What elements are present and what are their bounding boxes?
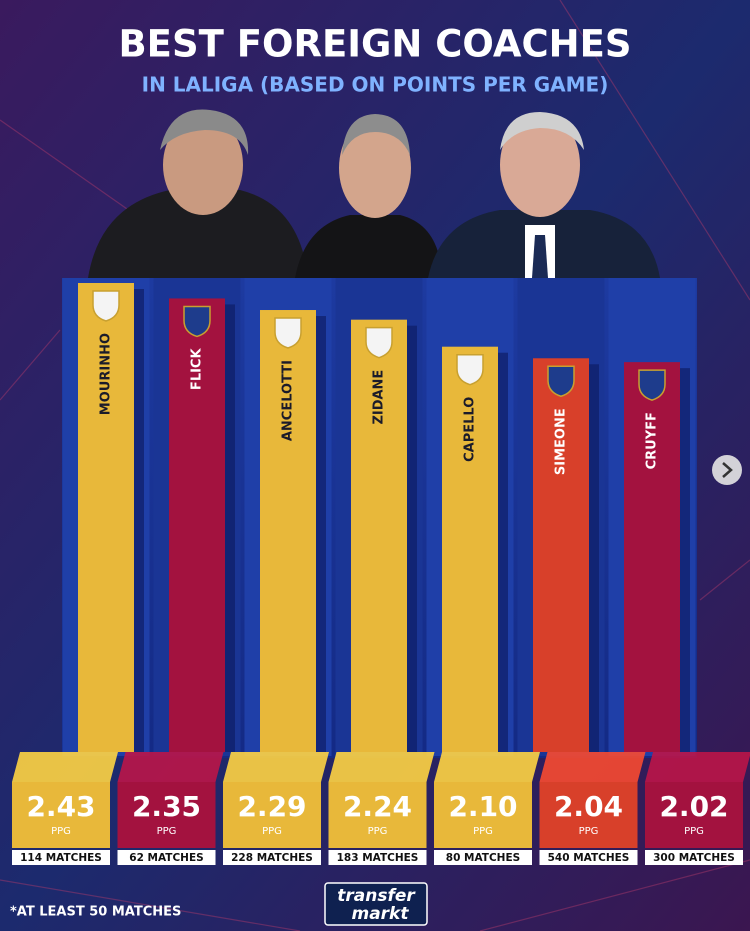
value-label: 2.29	[237, 790, 306, 823]
unit-label: PPG	[157, 826, 177, 837]
box-top	[12, 752, 118, 782]
value-label: 2.24	[343, 790, 412, 823]
bar	[533, 358, 589, 752]
box-front	[117, 782, 216, 848]
footnote: *AT LEAST 50 MATCHES	[10, 905, 181, 920]
matches-label: 540 MATCHES	[548, 852, 630, 864]
coach-name: ANCELOTTI	[281, 360, 296, 441]
bar	[351, 319, 407, 752]
value-label: 2.10	[448, 790, 517, 823]
club-crest	[456, 353, 484, 386]
matches-box	[12, 850, 110, 865]
club-crest	[274, 317, 302, 349]
box-top	[434, 752, 540, 782]
box-front	[12, 782, 110, 848]
matches-box	[223, 850, 321, 865]
unit-label: PPG	[368, 826, 388, 837]
matches-box	[434, 850, 532, 865]
bar	[169, 298, 225, 752]
coach-name: FLICK	[190, 348, 205, 391]
matches-label: 228 MATCHES	[231, 852, 313, 864]
value-label: 2.04	[554, 790, 623, 823]
logo-text: transfer	[337, 886, 416, 906]
unit-label: PPG	[473, 826, 493, 837]
coach-name: CAPELLO	[463, 397, 478, 462]
club-crest	[365, 326, 393, 359]
bar	[442, 346, 498, 752]
coach-name: SIMEONE	[554, 408, 569, 475]
value-label: 2.35	[132, 790, 201, 823]
box-front	[434, 782, 532, 848]
next-button[interactable]	[712, 455, 742, 485]
bar	[260, 310, 316, 752]
subtitle: IN LALIGA (BASED ON POINTS PER GAME)	[142, 73, 609, 97]
bar-shadow	[589, 364, 599, 752]
bar-shadow	[407, 325, 417, 752]
club-crest	[638, 369, 666, 401]
coach-photos	[88, 109, 660, 278]
bar-shadow	[316, 316, 326, 752]
matches-box	[539, 850, 638, 865]
value-label: 2.02	[659, 790, 728, 823]
logo-text: markt	[351, 904, 409, 924]
box-front	[539, 782, 638, 848]
unit-label: PPG	[684, 826, 704, 837]
bar-shadow	[134, 289, 144, 752]
matches-label: 80 MATCHES	[446, 852, 520, 864]
box-top	[645, 752, 750, 782]
logo-box	[324, 882, 428, 926]
unit-label: PPG	[579, 826, 599, 837]
club-crest	[547, 365, 575, 398]
bar	[624, 362, 680, 752]
bar-shadow	[680, 368, 690, 752]
box-top	[117, 752, 224, 782]
matches-label: 183 MATCHES	[337, 852, 419, 864]
matches-label: 114 MATCHES	[20, 852, 102, 864]
coach-name: CRUYFF	[645, 412, 660, 469]
title: BEST FOREIGN COACHES	[118, 23, 631, 66]
box-top	[223, 752, 329, 782]
bar	[78, 283, 134, 752]
matches-box	[645, 850, 743, 865]
box-top	[539, 752, 646, 782]
matches-label: 300 MATCHES	[653, 852, 735, 864]
matches-label: 62 MATCHES	[129, 852, 203, 864]
bar-shadow	[498, 352, 508, 752]
unit-label: PPG	[262, 826, 282, 837]
box-front	[645, 782, 743, 848]
unit-label: PPG	[51, 826, 71, 837]
coach-name: MOURINHO	[99, 333, 114, 415]
box-front	[328, 782, 427, 848]
club-crest	[92, 290, 120, 322]
matches-box	[117, 850, 216, 865]
bar-shadow	[225, 304, 235, 752]
box-front	[223, 782, 321, 848]
value-label: 2.43	[26, 790, 95, 823]
box-top	[328, 752, 435, 782]
matches-box	[328, 850, 427, 865]
coach-name: ZIDANE	[372, 370, 387, 425]
club-crest	[183, 305, 211, 338]
